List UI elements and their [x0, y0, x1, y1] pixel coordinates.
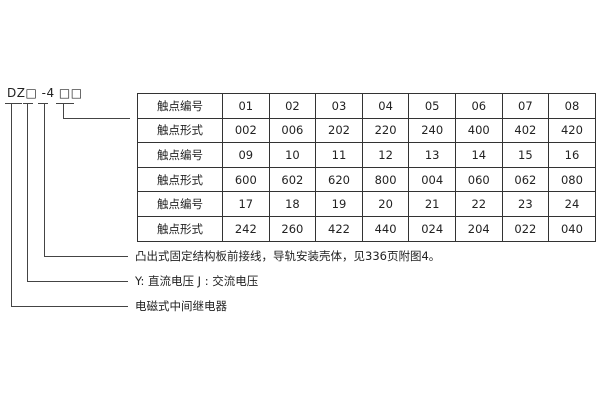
table-cell: 242	[222, 215, 270, 242]
table-cell: 12	[361, 142, 410, 168]
row-label: 触点编号	[137, 142, 223, 168]
leader-structure	[44, 104, 128, 257]
table-cell: 20	[361, 191, 410, 217]
row-label: 触点编号	[137, 191, 223, 217]
table-cell: 400	[454, 117, 503, 144]
table-cell: 11	[315, 142, 363, 168]
table-cell: 800	[361, 166, 410, 193]
table-cell: 062	[501, 166, 550, 193]
leader-type	[11, 104, 128, 307]
table-cell: 420	[548, 117, 596, 144]
type-note: 电磁式中间继电器	[135, 299, 227, 313]
table-cell: 002	[222, 117, 270, 144]
table-cell: 024	[408, 215, 456, 242]
table-row: 触点编号 09 10 11 12 13 14 15 16	[137, 142, 596, 168]
table-cell: 16	[548, 142, 596, 168]
row-label: 触点形式	[137, 117, 223, 144]
table-cell: 060	[454, 166, 503, 193]
row-label: 触点编号	[137, 93, 223, 119]
model-code: DZ□ -4 □□	[7, 86, 83, 100]
table-cell: 004	[408, 166, 456, 193]
table-cell: 09	[222, 142, 270, 168]
table-cell: 080	[548, 166, 596, 193]
table-cell: 620	[315, 166, 363, 193]
table-cell: 202	[315, 117, 363, 144]
leader-contact	[63, 104, 130, 119]
table-cell: 040	[548, 215, 596, 242]
table-cell: 14	[454, 142, 503, 168]
table-cell: 13	[408, 142, 456, 168]
contact-table: 触点编号 01 02 03 04 05 06 07 08 触点形式 002 006 202 220 240 4…	[137, 93, 596, 242]
table-cell: 602	[268, 166, 317, 193]
structure-note: 凸出式固定结构板前接线，导轨安装壳体，见336页附图4。	[135, 249, 441, 263]
table-cell: 022	[501, 215, 550, 242]
table-row: 触点形式 002 006 202 220 240 400 402 420	[137, 117, 596, 144]
row-label: 触点形式	[137, 166, 223, 193]
table-cell: 04	[361, 93, 410, 119]
table-cell: 260	[268, 215, 317, 242]
table-cell: 240	[408, 117, 456, 144]
table-row: 触点形式 242 260 422 440 024 204 022 040	[137, 215, 596, 242]
table-cell: 03	[315, 93, 363, 119]
table-cell: 23	[501, 191, 550, 217]
table-cell: 440	[361, 215, 410, 242]
table-cell: 21	[408, 191, 456, 217]
table-row: 触点形式 600 602 620 800 004 060 062 080	[137, 166, 596, 193]
table-cell: 02	[268, 93, 317, 119]
table-cell: 08	[548, 93, 596, 119]
table-row: 触点编号 01 02 03 04 05 06 07 08	[137, 93, 596, 119]
table-cell: 15	[501, 142, 550, 168]
table-cell: 402	[501, 117, 550, 144]
table-row: 触点编号 17 18 19 20 21 22 23 24	[137, 191, 596, 217]
table-cell: 600	[222, 166, 270, 193]
table-cell: 17	[222, 191, 270, 217]
table-cell: 01	[222, 93, 270, 119]
table-cell: 422	[315, 215, 363, 242]
table-cell: 07	[501, 93, 550, 119]
row-label: 触点形式	[137, 215, 223, 242]
table-cell: 19	[315, 191, 363, 217]
voltage-note: Y: 直流电压 J : 交流电压	[135, 274, 259, 288]
table-cell: 204	[454, 215, 503, 242]
table-cell: 18	[268, 191, 317, 217]
table-cell: 006	[268, 117, 317, 144]
table-cell: 05	[408, 93, 456, 119]
table-cell: 22	[454, 191, 503, 217]
table-cell: 220	[361, 117, 410, 144]
table-cell: 10	[268, 142, 317, 168]
leader-voltage	[27, 104, 128, 282]
table-cell: 24	[548, 191, 596, 217]
table-cell: 06	[454, 93, 503, 119]
